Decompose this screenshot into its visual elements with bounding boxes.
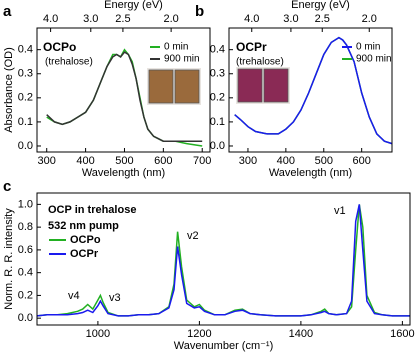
- y-tick-label: 0.2: [18, 92, 33, 104]
- x2-axis-label: Energy (eV): [104, 0, 163, 11]
- peak-label: v3: [109, 292, 121, 304]
- x-tick-label: 300: [239, 155, 257, 167]
- y-tick-label: 0.4: [210, 44, 225, 56]
- plot-frame: [36, 192, 411, 326]
- y-tick-label: 0.1: [18, 116, 33, 128]
- legend-label: 900 min: [356, 54, 392, 65]
- panel-letter: a: [3, 3, 12, 20]
- x-axis-label: Wavelength (nm): [269, 167, 352, 179]
- y-tick-label: 0.3: [18, 68, 33, 80]
- peak-label: v2: [187, 230, 199, 242]
- y-tick-label: 0.3: [210, 68, 225, 80]
- panel-label: OCPo: [43, 40, 76, 54]
- x-tick-label: 1200: [187, 328, 211, 340]
- spectrum-line: [36, 204, 410, 317]
- x2-tick-label: 4.0: [43, 13, 58, 25]
- spectrum-line: [46, 51, 203, 142]
- peak-label: v4: [68, 290, 80, 302]
- x2-tick-label: 3.0: [83, 13, 98, 25]
- y-tick-label: 1.0: [18, 198, 33, 210]
- x2-tick-label: 2.5: [115, 13, 130, 25]
- panel-label: OCPr: [236, 40, 267, 54]
- x-tick-label: 1600: [390, 328, 414, 340]
- spectrum-line: [234, 36, 393, 145]
- x-tick-label: 400: [76, 155, 94, 167]
- x-tick-label: 1000: [86, 328, 110, 340]
- x-tick-label: 600: [154, 155, 172, 167]
- legend-label: 0 min: [164, 42, 188, 53]
- plot-frame: [36, 27, 211, 153]
- panel-label: OCP in trehalose: [48, 204, 136, 216]
- y-axis-label: Norm. R. R. intensity: [3, 208, 15, 310]
- y-tick-label: 0.0: [18, 312, 33, 324]
- x-tick-label: 600: [352, 155, 370, 167]
- y-tick-label: 0.4: [18, 44, 33, 56]
- legend-label: 900 min: [164, 54, 200, 65]
- x2-tick-label: 2.5: [315, 13, 330, 25]
- cuvette: [174, 69, 200, 104]
- panel-label: (trehalose): [45, 57, 93, 68]
- x2-tick-label: 2.0: [163, 13, 178, 25]
- y-tick-label: 0.0: [210, 140, 225, 152]
- y-axis-label: Absorbance (OD): [3, 47, 15, 133]
- cuvette: [148, 69, 174, 104]
- y-tick-label: 0.2: [210, 92, 225, 104]
- x-tick-label: 1400: [289, 328, 313, 340]
- x-tick-label: 500: [115, 155, 133, 167]
- x-tick-label: 500: [315, 155, 333, 167]
- x-tick-label: 300: [38, 155, 56, 167]
- cuvette: [237, 68, 263, 103]
- peak-label: v1: [334, 205, 346, 217]
- y-tick-label: 0.1: [210, 116, 225, 128]
- panel-label: 532 nm pump: [48, 220, 119, 232]
- panel-letter: b: [195, 3, 204, 20]
- plot-frame: [228, 27, 393, 153]
- legend-label: 0 min: [356, 42, 380, 53]
- panel-label: (trehalose): [236, 57, 284, 68]
- x2-axis-label: Energy (eV): [291, 0, 350, 11]
- y-tick-label: 0.2: [18, 289, 33, 301]
- y-tick-label: 0.0: [18, 140, 33, 152]
- legend-label: OCPr: [70, 248, 99, 260]
- y-tick-label: 0.8: [18, 221, 33, 233]
- x-tick-label: 700: [193, 155, 211, 167]
- cuvette: [263, 68, 289, 103]
- x2-tick-label: 3.0: [283, 13, 298, 25]
- x2-tick-label: 4.0: [244, 13, 259, 25]
- y-tick-label: 0.4: [18, 267, 33, 279]
- x-axis-label: Wavelength (nm): [82, 167, 165, 179]
- legend-label: OCPo: [70, 234, 101, 246]
- y-tick-label: 0.6: [18, 244, 33, 256]
- x2-tick-label: 2.0: [362, 13, 377, 25]
- x-tick-label: 400: [277, 155, 295, 167]
- x-axis-label: Wavenumber (cm⁻¹): [174, 340, 274, 352]
- panel-letter: c: [3, 178, 11, 195]
